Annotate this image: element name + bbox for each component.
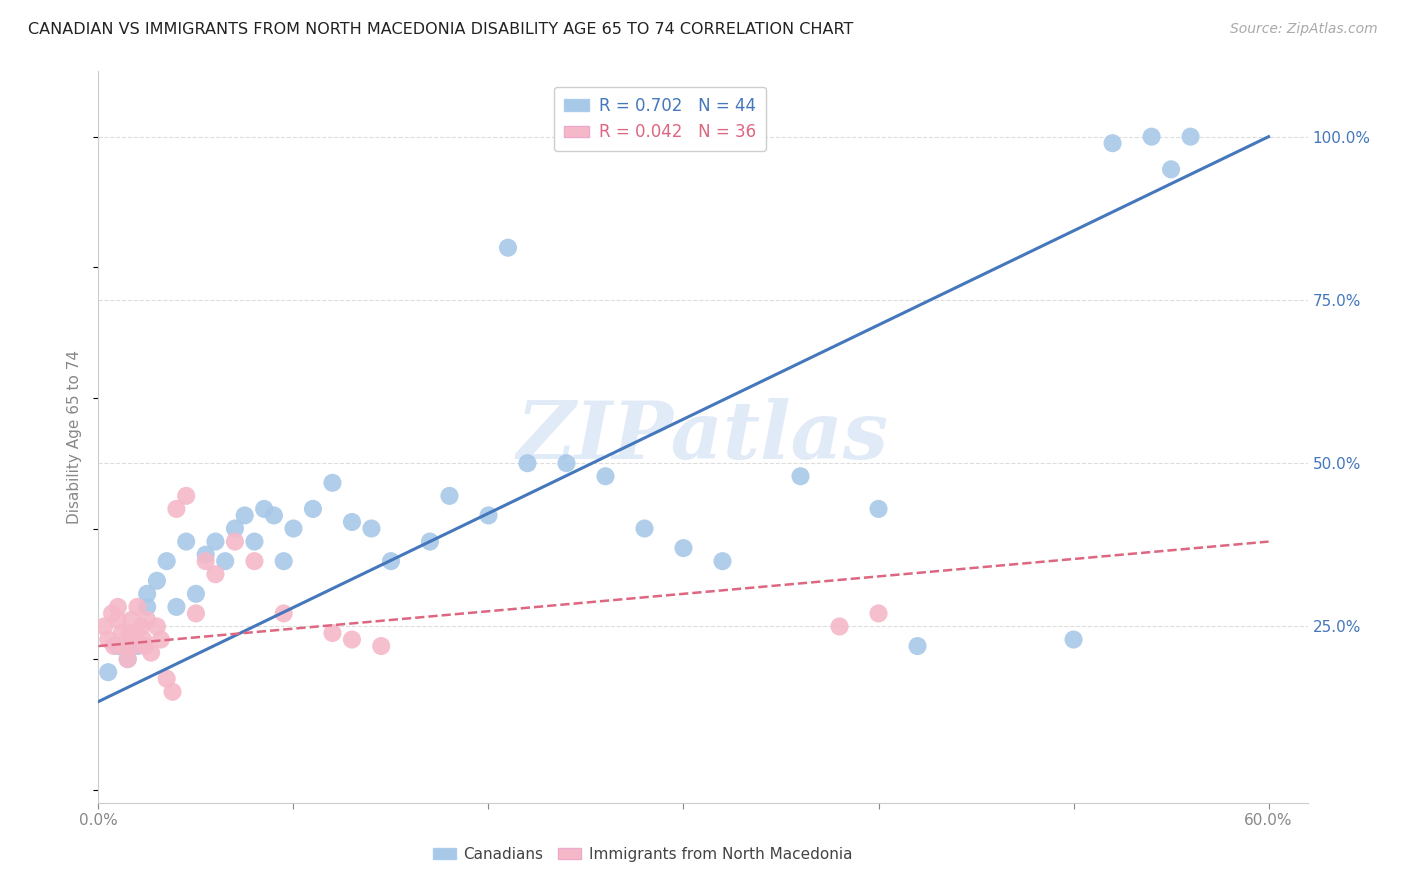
Point (340, 515, 363, 529)
Point (136, 599, 159, 614)
Point (370, 639, 392, 653)
Point (132, 632, 155, 647)
Point (122, 639, 145, 653)
Point (107, 639, 129, 653)
Point (165, 599, 187, 614)
Point (131, 619, 153, 633)
Point (204, 534, 226, 549)
Point (868, 607, 890, 621)
Point (273, 554, 295, 568)
Point (214, 554, 236, 568)
Point (439, 489, 461, 503)
Point (184, 607, 207, 621)
Point (360, 521, 382, 535)
Point (283, 521, 305, 535)
Point (263, 508, 285, 523)
Point (136, 613, 159, 627)
Point (224, 521, 246, 535)
Point (134, 639, 156, 653)
Point (93, 619, 115, 633)
Point (194, 548, 217, 562)
Point (273, 607, 295, 621)
Point (633, 521, 655, 535)
Point (146, 619, 169, 633)
Point (165, 502, 187, 516)
Point (1140, 129, 1163, 144)
Point (233, 508, 256, 523)
Point (555, 456, 578, 470)
Point (139, 646, 162, 660)
Point (127, 599, 149, 614)
Point (868, 502, 890, 516)
Point (174, 534, 197, 549)
Point (419, 534, 441, 549)
Point (253, 502, 276, 516)
Point (117, 652, 139, 666)
Point (156, 554, 179, 568)
Point (118, 626, 141, 640)
Point (321, 475, 343, 490)
Text: CANADIAN VS IMMIGRANTS FROM NORTH MACEDONIA DISABILITY AGE 65 TO 74 CORRELATION : CANADIAN VS IMMIGRANTS FROM NORTH MACEDO… (28, 22, 853, 37)
Point (121, 613, 143, 627)
Point (243, 554, 266, 568)
Point (124, 626, 146, 640)
Point (101, 607, 124, 621)
Point (789, 469, 811, 483)
Point (103, 639, 125, 653)
Point (127, 639, 149, 653)
Point (828, 619, 851, 633)
Point (112, 639, 135, 653)
Point (149, 632, 172, 647)
Point (162, 685, 184, 699)
Point (146, 574, 169, 588)
Point (224, 534, 246, 549)
Point (1160, 162, 1182, 177)
Point (204, 567, 226, 582)
Point (243, 534, 266, 549)
Point (595, 469, 617, 483)
Point (516, 456, 538, 470)
Text: ZIPatlas: ZIPatlas (517, 399, 889, 475)
Point (1063, 632, 1085, 647)
Point (477, 508, 499, 523)
Point (97, 632, 120, 647)
Point (117, 652, 139, 666)
Point (107, 613, 129, 627)
Point (156, 672, 179, 686)
Point (111, 626, 134, 640)
Point (321, 626, 343, 640)
Point (907, 639, 929, 653)
Point (1101, 136, 1123, 151)
Y-axis label: Disability Age 65 to 74: Disability Age 65 to 74 (67, 350, 83, 524)
Point (97, 665, 120, 680)
Point (184, 587, 207, 601)
Text: Source: ZipAtlas.com: Source: ZipAtlas.com (1230, 22, 1378, 37)
Point (340, 632, 363, 647)
Point (496, 241, 519, 255)
Point (174, 489, 197, 503)
Point (1180, 129, 1202, 144)
Point (302, 502, 325, 516)
Point (107, 599, 129, 614)
Point (380, 554, 402, 568)
Point (711, 554, 734, 568)
Point (672, 541, 695, 555)
Legend: Canadians, Immigrants from North Macedonia: Canadians, Immigrants from North Macedon… (426, 841, 859, 868)
Point (136, 587, 159, 601)
Point (194, 554, 217, 568)
